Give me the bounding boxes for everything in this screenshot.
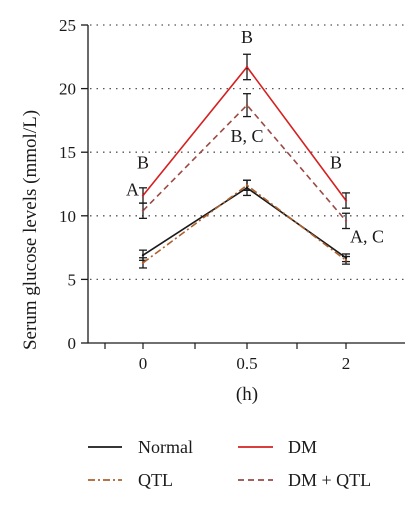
data-point (344, 219, 348, 223)
legend-label: Normal (138, 437, 193, 457)
data-point (245, 65, 249, 69)
legend-label: DM + QTL (288, 470, 371, 490)
y-tick-label: 20 (59, 80, 76, 99)
x-tick-label: 0 (139, 354, 148, 373)
legend: Normal DM QTL DM + QTL (88, 437, 371, 490)
data-point (344, 199, 348, 202)
data-point (344, 259, 348, 262)
legend-label: DM (288, 437, 317, 457)
legend-label: QTL (138, 470, 173, 490)
data-point (141, 194, 145, 197)
data-point (141, 261, 145, 265)
annotation-label: B, C (230, 126, 263, 146)
annotation-label: A, C (350, 227, 384, 247)
x-axis-label: (h) (236, 384, 258, 405)
series-line (142, 184, 347, 264)
series (139, 53, 350, 269)
x-tick-label: 0.5 (236, 354, 257, 373)
y-tick-label: 15 (59, 143, 76, 162)
annotation-label: B (137, 153, 149, 173)
x-tick-label: 2 (342, 354, 351, 373)
data-point (245, 103, 249, 107)
y-tick-label: 10 (59, 207, 76, 226)
annotation-label: A (126, 179, 139, 199)
annotation-label: B (330, 153, 342, 173)
y-tick-label: 25 (59, 16, 76, 35)
data-point (141, 209, 145, 212)
series-line (142, 186, 347, 259)
data-point (141, 254, 145, 257)
axes: 0 5 10 15 20 25 0 0.5 2 (59, 16, 405, 373)
annotation-label: B (241, 27, 253, 47)
data-point (245, 184, 249, 187)
y-tick-label: 0 (68, 334, 77, 353)
y-axis-label: Serum glucose levels (mmol/L) (20, 110, 41, 350)
series-line (142, 103, 347, 222)
y-tick-label: 5 (68, 270, 77, 289)
